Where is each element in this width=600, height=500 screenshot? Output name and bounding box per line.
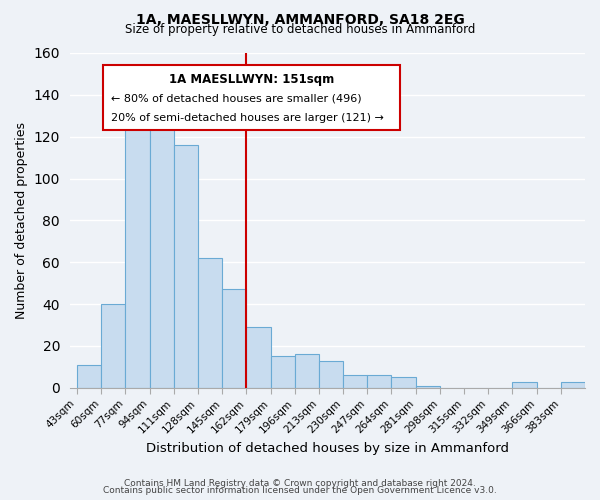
Bar [247, 327, 271, 388]
Bar [367, 375, 391, 388]
Bar [343, 375, 367, 388]
Bar [198, 258, 222, 388]
Text: 1A, MAESLLWYN, AMMANFORD, SA18 2EG: 1A, MAESLLWYN, AMMANFORD, SA18 2EG [136, 12, 464, 26]
Text: 20% of semi-detached houses are larger (121) →: 20% of semi-detached houses are larger (… [111, 114, 384, 124]
Bar [125, 118, 149, 388]
Y-axis label: Number of detached properties: Number of detached properties [15, 122, 28, 319]
Text: Contains HM Land Registry data © Crown copyright and database right 2024.: Contains HM Land Registry data © Crown c… [124, 478, 476, 488]
Bar [271, 356, 295, 388]
Bar [101, 304, 125, 388]
Bar [174, 145, 198, 388]
Bar [77, 365, 101, 388]
Bar [295, 354, 319, 388]
Text: Size of property relative to detached houses in Ammanford: Size of property relative to detached ho… [125, 22, 475, 36]
Bar [416, 386, 440, 388]
Bar [391, 378, 416, 388]
Bar [512, 382, 536, 388]
Text: 1A MAESLLWYN: 151sqm: 1A MAESLLWYN: 151sqm [169, 73, 334, 86]
X-axis label: Distribution of detached houses by size in Ammanford: Distribution of detached houses by size … [146, 442, 509, 455]
Bar [319, 360, 343, 388]
Bar [149, 118, 174, 388]
Bar [222, 290, 247, 388]
Text: ← 80% of detached houses are smaller (496): ← 80% of detached houses are smaller (49… [111, 93, 362, 103]
Bar [561, 382, 585, 388]
Text: Contains public sector information licensed under the Open Government Licence v3: Contains public sector information licen… [103, 486, 497, 495]
FancyBboxPatch shape [103, 64, 400, 130]
